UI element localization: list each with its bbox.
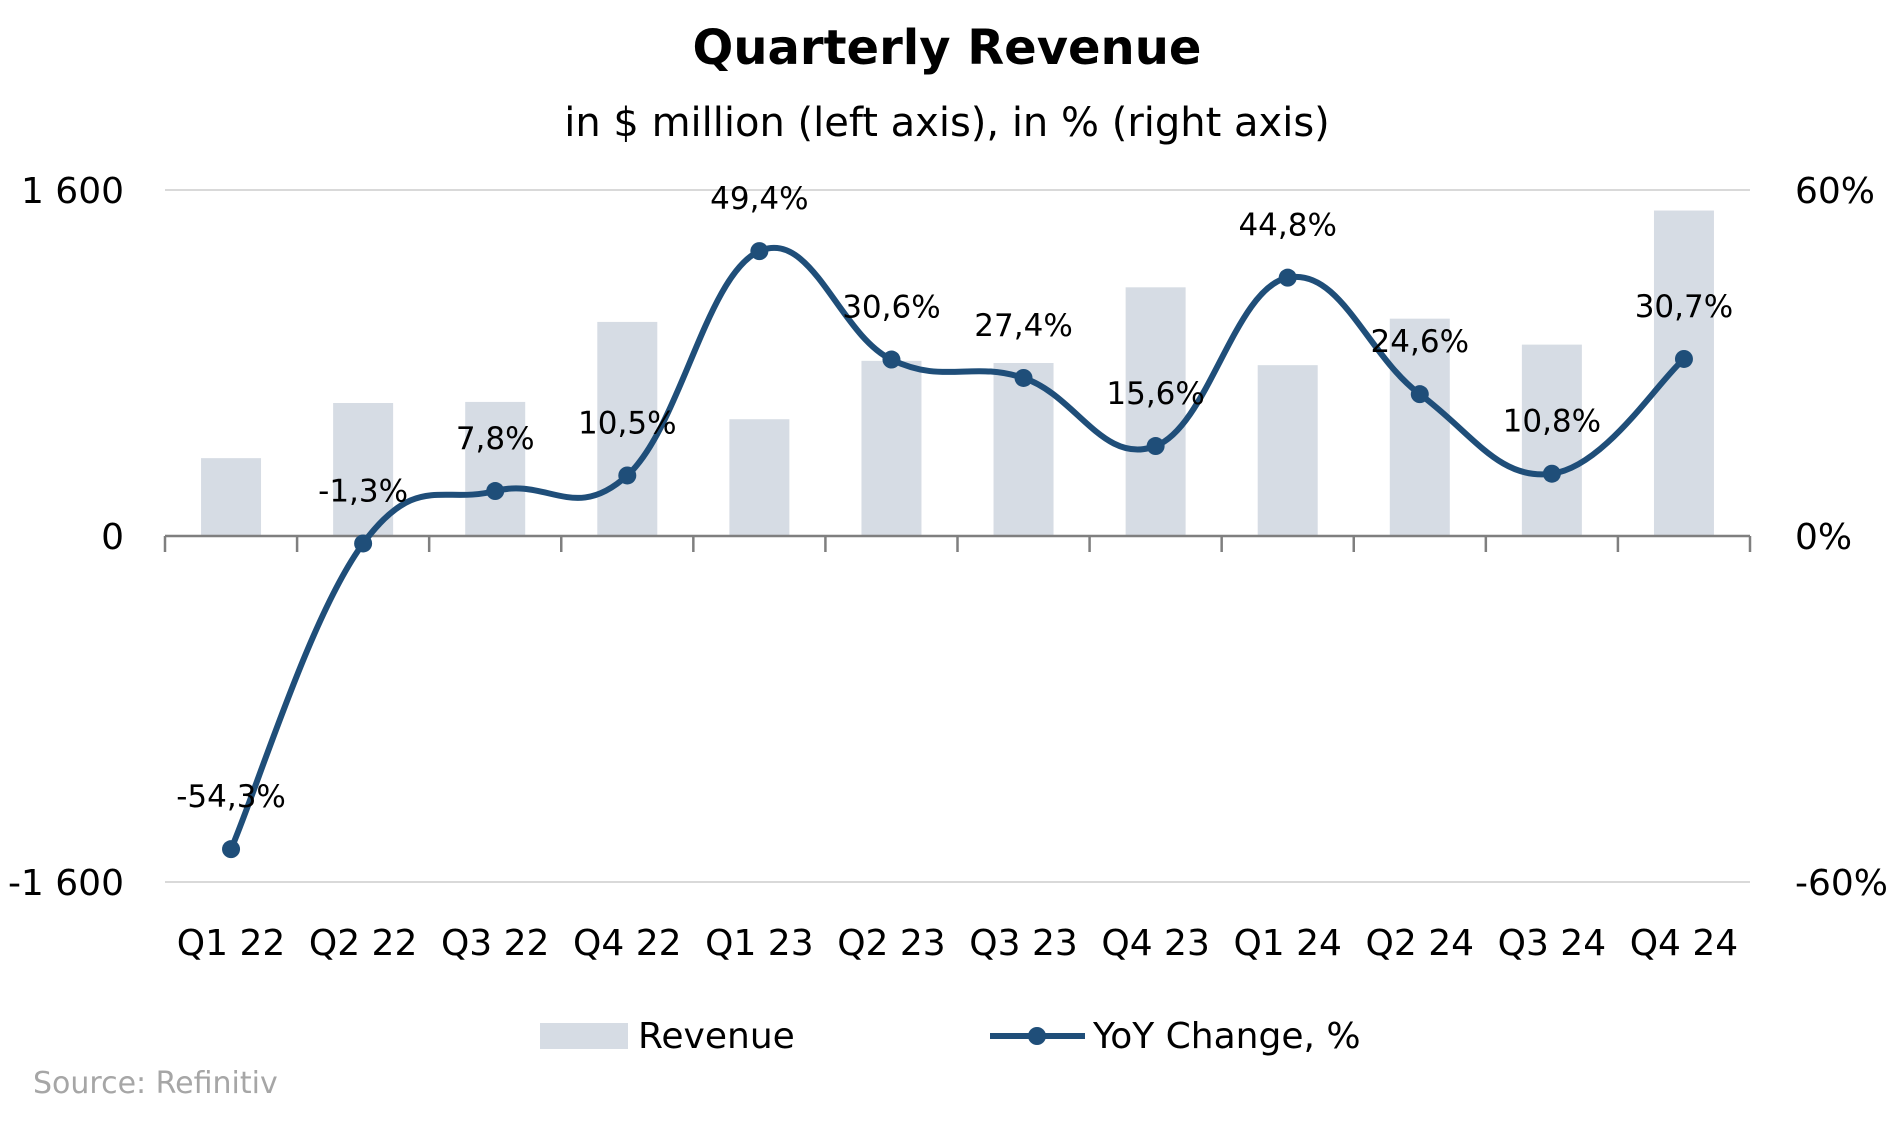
x-tick-label-10: Q3 24: [1498, 923, 1607, 964]
bar-q3-24: [1521, 344, 1582, 536]
y-left-tick-label-0: 1 600: [21, 171, 124, 212]
chart-title: Quarterly Revenue: [693, 20, 1202, 76]
yoy-label-q3-24: 10,8%: [1503, 404, 1601, 440]
bar-q4-22: [597, 321, 658, 536]
x-tick-label-11: Q4 24: [1630, 923, 1739, 964]
yoy-point-q2-23: [882, 350, 901, 369]
yoy-point-q4-22: [618, 466, 637, 485]
yoy-point-q1-23: [750, 242, 769, 261]
yoy-point-q3-23: [1014, 368, 1033, 387]
yoy-label-q2-23: 30,6%: [842, 290, 940, 326]
yoy-label-q3-23: 27,4%: [974, 308, 1072, 344]
yoy-label-q2-24: 24,6%: [1371, 324, 1469, 360]
yoy-point-q1-24: [1278, 268, 1297, 287]
y-left-tick-label-1: 0: [101, 517, 124, 558]
revenue-bars: [201, 210, 1714, 536]
yoy-point-q3-24: [1542, 464, 1561, 483]
tick-labels: Q1 22 Q2 22 Q3 22 Q4 22 Q1 23 Q2 23 Q3 23 Q4 23…: [8, 171, 1888, 964]
x-axis: [163, 534, 1752, 552]
yoy-point-q2-24: [1410, 385, 1429, 404]
yoy-label-q2-22: -1,3%: [318, 473, 408, 509]
chart-subtitle: in $ million (left axis), in % (right ax…: [564, 100, 1330, 146]
bar-q1-24: [1257, 365, 1318, 536]
x-tick-label-4: Q1 23: [705, 923, 814, 964]
y-left-tick-label-2: -1 600: [8, 863, 124, 904]
y-right-tick-label-1: 0%: [1795, 517, 1852, 558]
yoy-label-q4-24: 30,7%: [1635, 289, 1733, 325]
legend-label-yoy: YoY Change, %: [1092, 1016, 1361, 1057]
yoy-label-q1-22: -54,3%: [176, 779, 286, 815]
data-labels: -54,3% -1,3% 7,8% 10,5% 49,4% 30,6% 27,4% 15,6%…: [176, 181, 1733, 815]
x-tick-label-5: Q2 23: [837, 923, 946, 964]
bar-q4-23: [1125, 287, 1186, 536]
y-right-tick-label-2: -60%: [1795, 863, 1888, 904]
x-tick-label-9: Q2 24: [1366, 923, 1475, 964]
source-note: Source: Refinitiv: [33, 1066, 278, 1101]
legend: Revenue YoY Change, %: [540, 1016, 1361, 1057]
x-tick-label-7: Q4 23: [1101, 923, 1210, 964]
x-tick-label-8: Q1 24: [1233, 923, 1342, 964]
yoy-label-q4-23: 15,6%: [1106, 376, 1204, 412]
yoy-label-q1-24: 44,8%: [1238, 208, 1336, 244]
bar-q1-23: [729, 419, 790, 536]
bar-q2-23: [861, 360, 922, 536]
yoy-point-q4-24: [1674, 349, 1693, 368]
legend-label-revenue: Revenue: [638, 1016, 795, 1057]
bar-q3-23: [993, 363, 1054, 536]
yoy-label-q3-22: 7,8%: [456, 421, 535, 457]
bar-q4-24: [1653, 210, 1714, 536]
gridlines: [165, 189, 1750, 883]
x-tick-label-2: Q3 22: [441, 923, 550, 964]
x-tick-label-1: Q2 22: [309, 923, 418, 964]
yoy-point-q1-22: [222, 840, 241, 859]
bar-q2-22: [333, 403, 394, 536]
bar-q3-22: [465, 401, 526, 536]
legend-swatch-revenue: [540, 1023, 628, 1049]
x-tick-label-6: Q3 23: [969, 923, 1078, 964]
yoy-point-q2-22: [354, 534, 373, 553]
yoy-point-q4-23: [1146, 437, 1165, 456]
bar-q2-24: [1389, 318, 1450, 536]
bar-q1-22: [201, 458, 262, 536]
y-right-tick-label-0: 60%: [1795, 171, 1875, 212]
x-tick-label-3: Q4 22: [573, 923, 682, 964]
x-tick-label-0: Q1 22: [177, 923, 286, 964]
legend-marker-yoy: [1028, 1027, 1046, 1045]
yoy-label-q1-23: 49,4%: [710, 181, 808, 217]
yoy-point-q3-22: [486, 482, 505, 501]
yoy-line-series: [222, 242, 1693, 859]
yoy-label-q4-22: 10,5%: [578, 405, 676, 441]
